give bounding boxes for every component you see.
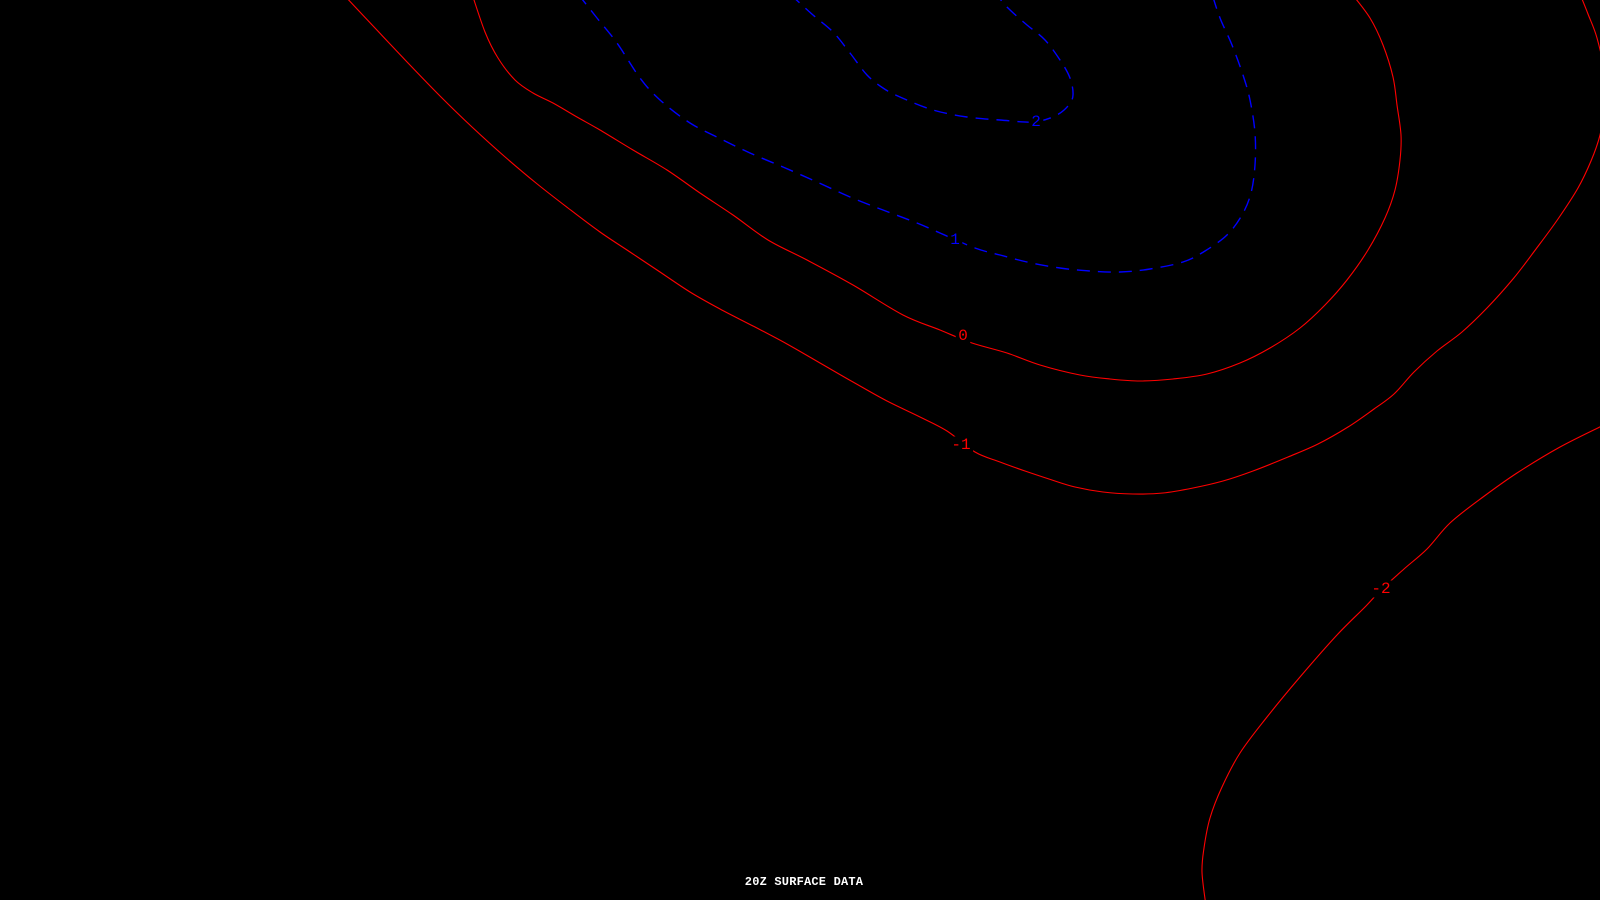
plot-title: 20Z SURFACE DATA	[744, 875, 864, 889]
contour-label-1: 1	[950, 231, 960, 249]
contour-line-0	[473, 0, 1402, 382]
contour-line-2	[795, 0, 1074, 123]
contour-line--1	[347, 0, 1600, 495]
contour-label--2: -2	[1371, 580, 1390, 598]
contour-label-gap	[947, 231, 963, 249]
contour-label-gap	[1368, 580, 1394, 598]
contour-label-gap	[948, 436, 974, 454]
contour-label--1: -1	[951, 436, 970, 454]
contour-label-2: 2	[1031, 113, 1041, 131]
contour-line-1	[581, 0, 1257, 273]
contour-label-gap	[1028, 113, 1044, 131]
contour-label-0: 0	[958, 327, 968, 345]
contour-label-gap	[955, 327, 971, 345]
contour-line--2	[1201, 426, 1600, 900]
